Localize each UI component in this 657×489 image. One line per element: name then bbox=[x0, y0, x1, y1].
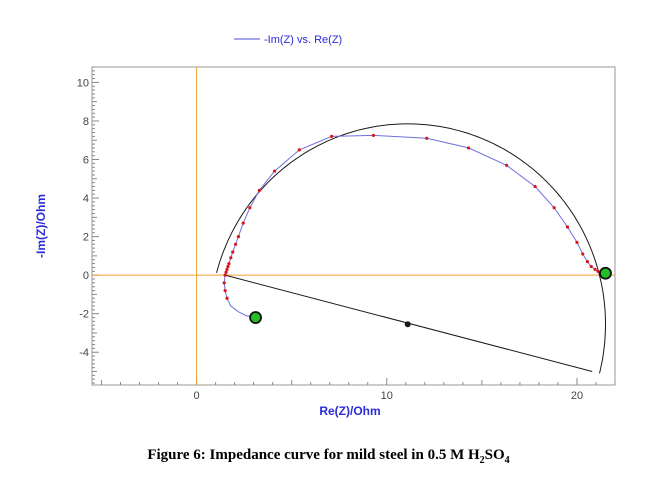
y-tick-label: 4 bbox=[83, 193, 89, 205]
inductive-point bbox=[225, 296, 229, 300]
x-tick-label: 20 bbox=[571, 390, 583, 402]
y-tick-label: -4 bbox=[79, 347, 89, 359]
fit-center-point bbox=[404, 321, 411, 328]
markers bbox=[249, 266, 612, 324]
measured-point bbox=[257, 188, 261, 192]
measured-point bbox=[589, 264, 593, 269]
measured-point bbox=[552, 206, 556, 210]
inductive-point bbox=[223, 288, 227, 293]
y-axis-label: -Im(Z)/Ohm bbox=[34, 194, 48, 258]
x-axis-label: Re(Z)/Ohm bbox=[319, 404, 380, 418]
legend: -Im(Z) vs. Re(Z) bbox=[234, 34, 342, 46]
measured-point bbox=[596, 269, 600, 273]
inductive-point bbox=[222, 281, 226, 285]
fit-arc bbox=[216, 123, 606, 374]
y-tick-label: 6 bbox=[83, 155, 89, 167]
caption-subscript-1: 2 bbox=[479, 455, 485, 466]
measured-point bbox=[225, 267, 229, 271]
measured-point bbox=[241, 221, 245, 225]
legend-label: -Im(Z) vs. Re(Z) bbox=[264, 34, 342, 46]
measured-point bbox=[565, 225, 570, 229]
measured-point bbox=[224, 270, 228, 274]
measured-point bbox=[371, 133, 376, 138]
measured-point bbox=[272, 169, 277, 173]
fit-curve bbox=[216, 123, 606, 374]
measured-point bbox=[330, 134, 334, 138]
measured-point bbox=[466, 146, 471, 150]
measured-point bbox=[223, 273, 227, 277]
caption-text: Figure 6: Impedance curve for mild steel… bbox=[147, 447, 480, 463]
y-tick-label: 10 bbox=[77, 77, 89, 89]
measured-point bbox=[533, 184, 537, 189]
measured-point bbox=[585, 260, 590, 264]
measured-point bbox=[593, 267, 597, 271]
caption-subscript-2: 4 bbox=[504, 455, 510, 466]
measured-series bbox=[222, 133, 603, 318]
figure-caption: Figure 6: Impedance curve for mild steel… bbox=[0, 447, 657, 466]
y-tick-label: 8 bbox=[83, 116, 89, 128]
x-tick-label: 0 bbox=[194, 390, 200, 402]
measured-point bbox=[236, 235, 241, 239]
measured-point bbox=[575, 240, 579, 244]
measured-point bbox=[229, 256, 233, 260]
measured-point bbox=[226, 264, 230, 269]
y-tick-label: -2 bbox=[79, 309, 89, 321]
x-tick-label: 10 bbox=[381, 390, 393, 402]
measured-point bbox=[504, 163, 509, 167]
green-marker bbox=[249, 311, 262, 324]
plot-frame bbox=[91, 66, 616, 386]
origin-crosshair bbox=[92, 67, 615, 385]
green-marker bbox=[599, 266, 612, 280]
measured-point bbox=[425, 136, 429, 140]
measured-point bbox=[248, 206, 252, 210]
y-tick-label: 0 bbox=[83, 270, 89, 282]
measured-point bbox=[227, 261, 231, 266]
axis-ticks: 0 10 20 -4 -2 0 2 4 6 8 10 bbox=[77, 66, 616, 402]
measured-line bbox=[224, 134, 601, 276]
y-tick-label: 2 bbox=[83, 232, 89, 244]
measured-point bbox=[581, 252, 585, 256]
measured-point bbox=[231, 250, 235, 254]
measured-point bbox=[297, 148, 301, 152]
caption-text-mid: SO bbox=[484, 447, 505, 463]
measured-point bbox=[233, 242, 238, 246]
